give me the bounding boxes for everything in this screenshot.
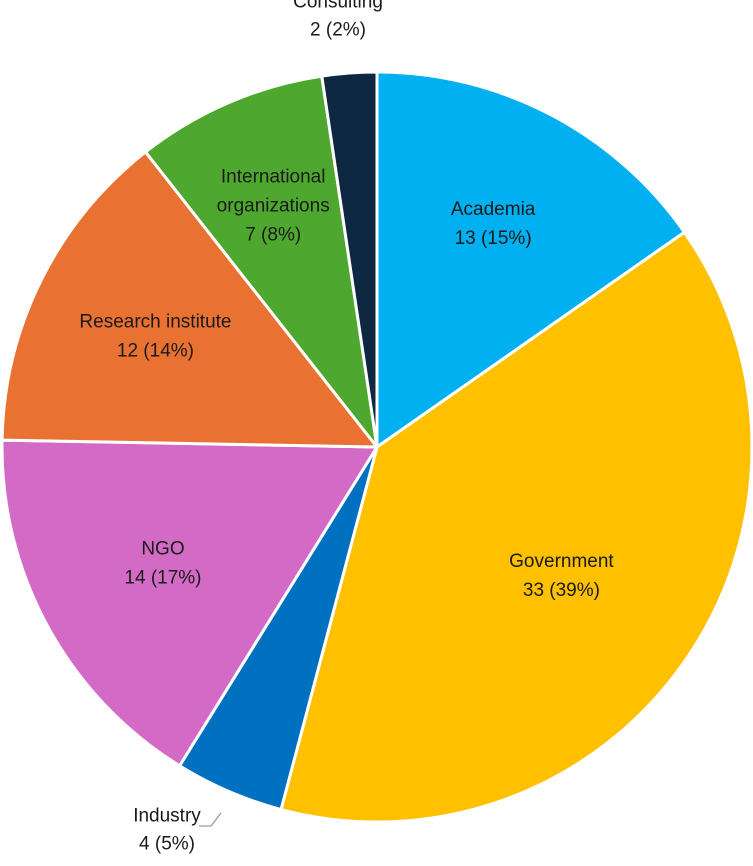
slice-category-label: organizations [217,195,330,216]
slice-value-label: 13 (15%) [455,228,532,249]
pie-label-consulting: Consulting 2 (2%) [293,0,383,41]
leader-line-industry [199,812,222,827]
slice-value-label: 2 (2%) [310,20,366,41]
pie-slice-ngo [0,438,379,768]
slice-category-label: International [221,166,326,187]
pie-slice-academia [375,70,686,449]
labels-layer: Academia 13 (15%) Government 33 (39%) Indust… [79,0,614,855]
slice-value-label: 14 (17%) [124,568,201,589]
slice-category-label: Industry [133,806,201,827]
pie-slice-consulting [320,70,379,449]
slice-value-label: 12 (14%) [117,341,194,362]
leader-lines-layer [199,812,222,827]
slice-category-label: Research institute [79,312,231,333]
pie-slice-government [279,230,753,824]
slice-category-label: NGO [141,539,184,560]
pie-label-research-institute: Research institute 12 (14%) [79,312,231,362]
slices-layer [0,70,753,824]
slice-category-label: Consulting [293,0,383,13]
slice-category-label: Academia [451,199,536,220]
pie-slice-international-organizations [144,74,379,449]
slice-value-label: 33 (39%) [523,580,600,601]
pie-label-academia: Academia 13 (15%) [451,199,536,249]
slice-category-label: Government [509,551,614,572]
pie-label-government: Government 33 (39%) [509,551,614,601]
pie-label-ngo: NGO 14 (17%) [124,539,201,589]
pie-label-international-organizations: International organizations 7 (8%) [217,166,330,245]
pie-slice-research-institute [0,150,379,449]
pie-label-industry: Industry 4 (5%) [133,806,201,855]
slice-value-label: 4 (5%) [139,834,195,855]
slice-value-label: 7 (8%) [245,224,301,245]
